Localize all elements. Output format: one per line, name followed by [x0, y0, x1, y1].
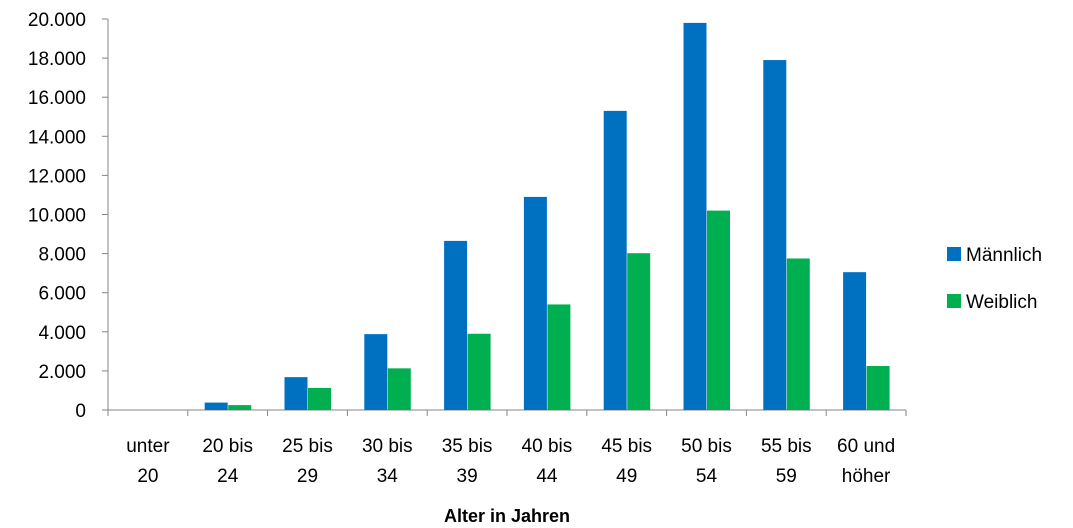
y-tick-label: 14.000 [28, 127, 86, 148]
bar-weiblich [547, 304, 571, 410]
y-tick-label: 12.000 [28, 166, 86, 187]
bar-maennlich [603, 110, 627, 410]
y-tick-label: 16.000 [28, 88, 86, 109]
legend-label: Weiblich [966, 292, 1037, 313]
legend-swatch [947, 247, 961, 261]
y-tick-label: 0 [75, 401, 86, 422]
legend: Männlich Weiblich [947, 245, 1042, 313]
legend-label: Männlich [966, 245, 1042, 266]
x-tick-label: 29 [297, 466, 318, 487]
x-axis-title: Alter in Jahren [444, 506, 570, 526]
x-tick-label: höher [842, 466, 891, 487]
bar-weiblich [228, 405, 252, 410]
y-tick-label: 4.000 [38, 323, 86, 344]
x-tick-label: 50 bis [681, 436, 732, 457]
x-tick-label: unter [126, 436, 170, 457]
bar-maennlich [763, 60, 787, 411]
bars [204, 22, 890, 411]
bar-weiblich [627, 253, 651, 410]
x-tick-label: 60 und [837, 436, 895, 457]
bar-weiblich [467, 333, 491, 410]
x-axis: unter 20 20 bis 24 25 bis 29 30 bis 34 35 bis 39 4… [107, 409, 907, 487]
y-tick-label: 8.000 [38, 245, 86, 266]
bar-weiblich [786, 258, 810, 410]
x-tick-label: 24 [217, 466, 239, 487]
x-tick-label: 20 bis [202, 436, 253, 457]
x-tick-label: 35 bis [442, 436, 493, 457]
y-axis: 0 2.000 4.000 6.000 8.000 10.000 12.000 14.000 1… [28, 10, 109, 422]
y-tick-label: 2.000 [38, 362, 86, 383]
y-tick-label: 6.000 [38, 284, 86, 305]
bar-maennlich [204, 402, 228, 410]
y-tick-label: 20.000 [28, 10, 86, 31]
bar-weiblich [308, 387, 331, 410]
bar-maennlich [683, 22, 707, 410]
x-tick-label: 25 bis [282, 436, 333, 457]
bar-maennlich [523, 196, 547, 410]
bar-maennlich [284, 377, 308, 410]
x-tick-label: 45 bis [601, 436, 652, 457]
x-tick-label: 59 [776, 466, 797, 487]
bar-weiblich [387, 368, 411, 410]
legend-swatch [947, 294, 961, 308]
x-tick-label: 30 bis [362, 436, 413, 457]
bar-weiblich [707, 210, 730, 410]
x-tick-label: 20 [137, 466, 158, 487]
x-tick-label: 39 [457, 466, 478, 487]
x-tick-label: 44 [536, 466, 558, 487]
y-tick-label: 10.000 [28, 206, 86, 227]
bar-maennlich [364, 334, 388, 410]
x-tick-label: 34 [377, 466, 399, 487]
x-tick-label: 40 bis [522, 436, 573, 457]
bar-maennlich [444, 240, 468, 410]
x-tick-label: 49 [616, 466, 637, 487]
bar-maennlich [843, 272, 867, 410]
bar-weiblich [866, 366, 890, 410]
y-tick-label: 18.000 [28, 49, 86, 70]
x-tick-label: 54 [696, 466, 718, 487]
x-tick-label: 55 bis [761, 436, 812, 457]
